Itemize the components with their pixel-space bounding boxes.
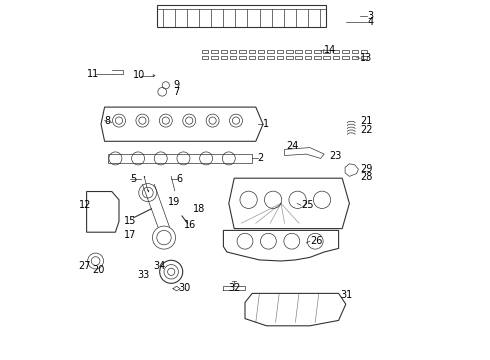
Text: 30: 30 (179, 283, 191, 293)
Text: 7: 7 (173, 87, 179, 97)
Text: 32: 32 (229, 283, 241, 293)
Text: 34: 34 (153, 261, 166, 271)
Text: 26: 26 (310, 236, 322, 246)
Text: 12: 12 (79, 200, 92, 210)
Text: 16: 16 (184, 220, 196, 230)
Text: 19: 19 (168, 197, 180, 207)
Text: 25: 25 (301, 200, 313, 210)
Text: 29: 29 (360, 164, 372, 174)
Text: 15: 15 (124, 216, 137, 226)
Text: 23: 23 (330, 150, 342, 161)
Text: 10: 10 (133, 69, 146, 80)
Text: 13: 13 (360, 53, 372, 63)
Text: 5: 5 (130, 174, 136, 184)
Text: 20: 20 (92, 265, 104, 275)
Text: 11: 11 (87, 69, 99, 79)
Text: 6: 6 (176, 174, 183, 184)
Text: 14: 14 (324, 45, 337, 55)
Text: 22: 22 (360, 125, 373, 135)
Text: 3: 3 (368, 11, 373, 21)
Text: 17: 17 (124, 230, 137, 240)
Text: 33: 33 (137, 270, 149, 280)
Text: 8: 8 (104, 116, 111, 126)
Text: 28: 28 (360, 172, 372, 182)
Text: 1: 1 (263, 119, 269, 129)
Text: 21: 21 (360, 116, 372, 126)
Text: 27: 27 (79, 261, 91, 271)
Text: 31: 31 (341, 290, 353, 300)
Text: 18: 18 (193, 204, 205, 214)
Text: 9: 9 (173, 80, 179, 90)
Text: 4: 4 (368, 17, 373, 27)
Text: 24: 24 (286, 141, 299, 151)
Text: 2: 2 (258, 153, 264, 163)
